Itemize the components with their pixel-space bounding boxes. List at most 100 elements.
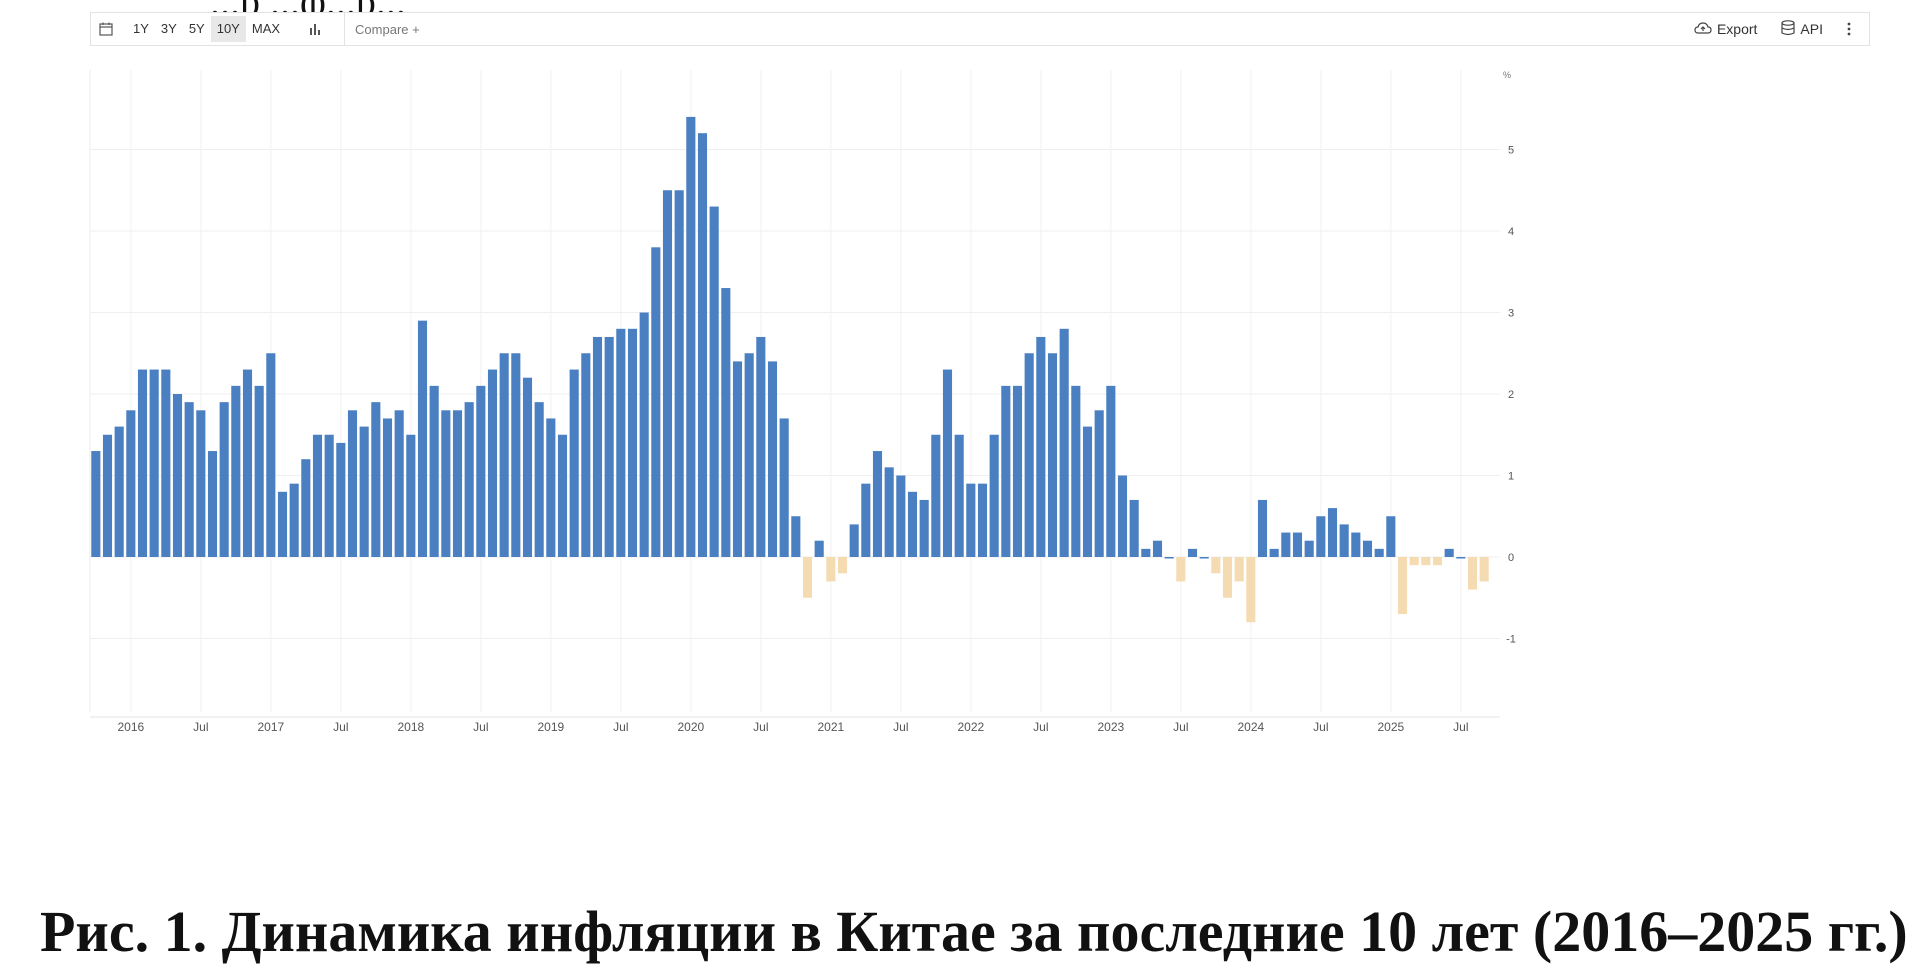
chart-bar (767, 361, 778, 557)
chart-bar (931, 434, 941, 557)
chart-bar (207, 451, 218, 557)
chart-bar (1246, 557, 1256, 623)
chart-bar (1001, 385, 1011, 557)
chart-bar (1222, 557, 1233, 598)
x-tick-label: Jul (1033, 720, 1048, 734)
chart-bar (1444, 548, 1454, 557)
chart-bar (861, 483, 871, 557)
chart-toolbar: 1Y 3Y 5Y 10Y MAX Compare + Export API (90, 12, 1870, 46)
chart-bar (1292, 532, 1303, 557)
range-max-button[interactable]: MAX (251, 21, 281, 36)
chart-bar (172, 394, 183, 557)
chart-bar (359, 426, 369, 557)
chart-bar (569, 369, 579, 557)
chart-bar (476, 385, 486, 557)
chart-bar (1467, 557, 1478, 590)
range-10y-button[interactable]: 10Y (210, 16, 246, 42)
chart-bar (312, 434, 323, 557)
x-tick-label: Jul (193, 720, 208, 734)
chart-bar (1094, 410, 1104, 557)
chart-bar (1071, 385, 1081, 557)
chart-bar (1304, 540, 1314, 557)
chart-bar (662, 190, 673, 557)
range-3y-button[interactable]: 3Y (160, 21, 177, 36)
vertical-dots-icon[interactable] (1839, 22, 1859, 36)
chart-bar (1397, 557, 1408, 615)
x-tick-label: Jul (613, 720, 628, 734)
chart-bar (1164, 557, 1174, 559)
x-tick-label: Jul (1313, 720, 1328, 734)
y-tick-label: 3 (1508, 308, 1514, 320)
chart-bar (779, 418, 789, 557)
chart-bar (417, 320, 428, 557)
chart-bar (744, 353, 754, 557)
x-tick-label: Jul (753, 720, 768, 734)
chart-bar (966, 483, 976, 557)
chart-bar (1269, 548, 1279, 557)
chart-bar (756, 336, 766, 557)
chart-bar (254, 385, 264, 557)
chart-bar (989, 434, 999, 557)
chart-bar (791, 516, 801, 557)
chart-bar (1106, 385, 1116, 557)
range-5y-button[interactable]: 5Y (188, 21, 205, 36)
y-tick-label: 4 (1508, 226, 1514, 238)
chart-bar (709, 206, 719, 558)
chart-bar (1316, 516, 1326, 557)
chart-bar (1339, 524, 1349, 557)
chart-bar (1362, 540, 1373, 557)
chart-bar (184, 402, 194, 557)
compare-input[interactable]: Compare + (344, 13, 1686, 45)
chart-bar (219, 402, 229, 557)
chart-bar (627, 328, 638, 557)
bar-chart-icon[interactable] (300, 14, 330, 44)
chart-bar (382, 418, 393, 557)
chart-bar (1059, 328, 1069, 557)
chart-bar (651, 247, 661, 558)
chart-bar (919, 499, 929, 557)
chart-bar (161, 369, 171, 557)
y-tick-label: 1 (1508, 471, 1514, 483)
x-tick-label: Jul (893, 720, 908, 734)
chart-bar (371, 402, 381, 557)
chart-bar (347, 410, 358, 557)
chart-bar (1234, 557, 1244, 582)
chart-bar (406, 434, 416, 557)
inflation-bar-chart: 5 4 3 2 1 0 -1% 2016 Jul 2017 Jul 2018 Jul 2019 Jul 202… (89, 70, 1516, 734)
chart-bar (1129, 499, 1139, 557)
database-icon (1781, 19, 1796, 39)
chart-bar (324, 434, 334, 557)
chart-bar (1199, 557, 1209, 559)
chart-bar (1141, 548, 1151, 557)
x-tick-label: 2018 (397, 720, 424, 734)
chart-bar (546, 418, 556, 557)
chart-bar (977, 483, 988, 557)
chart-area: 5 4 3 2 1 0 -1% 2016 Jul 2017 Jul 2018 Jul 2019 Jul 202… (89, 70, 1516, 734)
x-tick-label: 2024 (1237, 720, 1264, 734)
chart-bar (1281, 532, 1291, 557)
export-button[interactable]: Export (1686, 21, 1765, 38)
chart-bar (721, 288, 731, 557)
chart-bar (896, 475, 906, 557)
y-unit-label: % (1503, 70, 1511, 80)
chart-bar (686, 116, 696, 558)
range-1y-button[interactable]: 1Y (133, 21, 149, 36)
chart-bar (1479, 557, 1489, 582)
chart-bar (1082, 426, 1093, 557)
calendar-icon[interactable] (91, 14, 121, 44)
chart-bar (732, 361, 743, 557)
api-button[interactable]: API (1773, 19, 1831, 39)
chart-bar (1211, 557, 1221, 574)
chart-bar (1036, 336, 1046, 557)
chart-bar (487, 369, 498, 557)
chart-bar (231, 385, 241, 557)
chart-bar (1432, 557, 1443, 566)
chart-bar (1257, 499, 1268, 557)
chart-bar (534, 402, 544, 557)
x-tick-label: 2022 (957, 720, 984, 734)
chart-bar (1024, 353, 1034, 557)
chart-bar (557, 434, 568, 557)
chart-bar (1327, 508, 1338, 557)
cloud-upload-icon (1694, 21, 1712, 38)
export-label: Export (1716, 21, 1758, 37)
